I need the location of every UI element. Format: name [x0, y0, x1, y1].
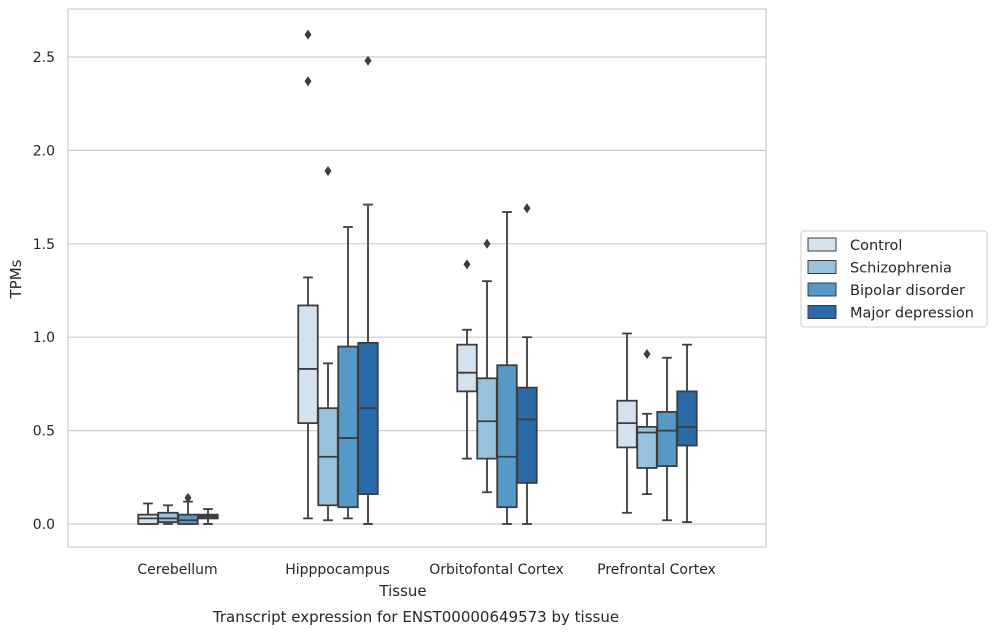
y-tick-label: 1.0 — [33, 330, 55, 346]
outlier-point — [483, 238, 491, 249]
y-tick-labels: 0.0 0.5 1.0 1.5 2.0 2.5 — [33, 50, 55, 533]
legend-label: Bipolar disorder — [850, 283, 965, 299]
box-control — [297, 29, 319, 520]
box-schizophrenia — [317, 165, 339, 522]
box-schizophrenia — [157, 504, 179, 525]
outlier-point — [304, 76, 312, 87]
legend-label: Control — [850, 238, 902, 254]
outlier-point — [324, 165, 332, 176]
iqr-box — [656, 411, 678, 467]
legend-swatch — [807, 282, 837, 297]
box-control — [456, 259, 478, 460]
outlier-point — [184, 492, 192, 503]
legend-swatch — [807, 260, 837, 274]
legend-label: Schizophrenia — [850, 261, 952, 277]
box-major-depression — [197, 508, 219, 525]
x-tick-label: Orbitofontal Cortex — [429, 562, 564, 578]
y-tick-label: 1.5 — [33, 237, 55, 253]
iqr-box — [157, 511, 179, 524]
iqr-box — [137, 513, 159, 525]
x-tick-label: Hipppocampus — [285, 562, 390, 578]
x-tick-label: Prefrontal Cortex — [597, 562, 716, 578]
outlier-point — [643, 349, 651, 360]
y-tick-label: 0.5 — [33, 424, 55, 440]
y-tick-label: 2.5 — [33, 50, 55, 66]
iqr-box — [676, 390, 698, 447]
outlier-point — [463, 259, 471, 270]
iqr-box — [337, 345, 359, 509]
x-tick-label: Cerebellum — [137, 562, 217, 578]
box-major-depression — [357, 55, 379, 525]
iqr-box — [456, 343, 478, 393]
boxes — [137, 29, 698, 525]
iqr-box — [476, 377, 498, 460]
outlier-point — [364, 55, 372, 66]
y-tick-label: 0.0 — [33, 517, 55, 533]
chart-caption: Transcript expression for ENST0000064957… — [212, 608, 619, 626]
plot-area-frame — [67, 8, 767, 548]
iqr-box — [297, 304, 319, 425]
legend-label: Major depression — [850, 306, 974, 322]
box-schizophrenia — [636, 349, 658, 496]
box-major-depression — [676, 343, 698, 524]
x-tick-labels: Cerebellum Hipppocampus Orbitofontal Corte… — [137, 562, 715, 578]
box-control — [137, 502, 159, 525]
iqr-box — [357, 341, 379, 496]
box-bipolar-disorder — [177, 492, 199, 525]
box-control — [616, 332, 638, 514]
box-bipolar-disorder — [656, 356, 678, 522]
x-axis-label: Tissue — [378, 582, 426, 600]
iqr-box — [516, 386, 538, 484]
legend-swatch — [807, 237, 837, 252]
iqr-box — [616, 399, 638, 449]
y-tick-label: 2.0 — [33, 143, 55, 159]
outlier-point — [304, 29, 312, 40]
iqr-box — [496, 364, 518, 509]
legend-swatch — [807, 305, 837, 319]
legend-frame — [800, 230, 988, 328]
box-bipolar-disorder — [496, 211, 518, 525]
box-major-depression — [516, 203, 538, 525]
y-axis-label: TPMs — [7, 259, 25, 299]
y-gridlines — [68, 56, 766, 525]
iqr-box — [177, 513, 199, 525]
box-bipolar-disorder — [337, 226, 359, 520]
box-schizophrenia — [476, 238, 498, 494]
legend: Control Schizophrenia Bipolar disorder Majo… — [800, 230, 988, 328]
outlier-point — [523, 203, 531, 214]
